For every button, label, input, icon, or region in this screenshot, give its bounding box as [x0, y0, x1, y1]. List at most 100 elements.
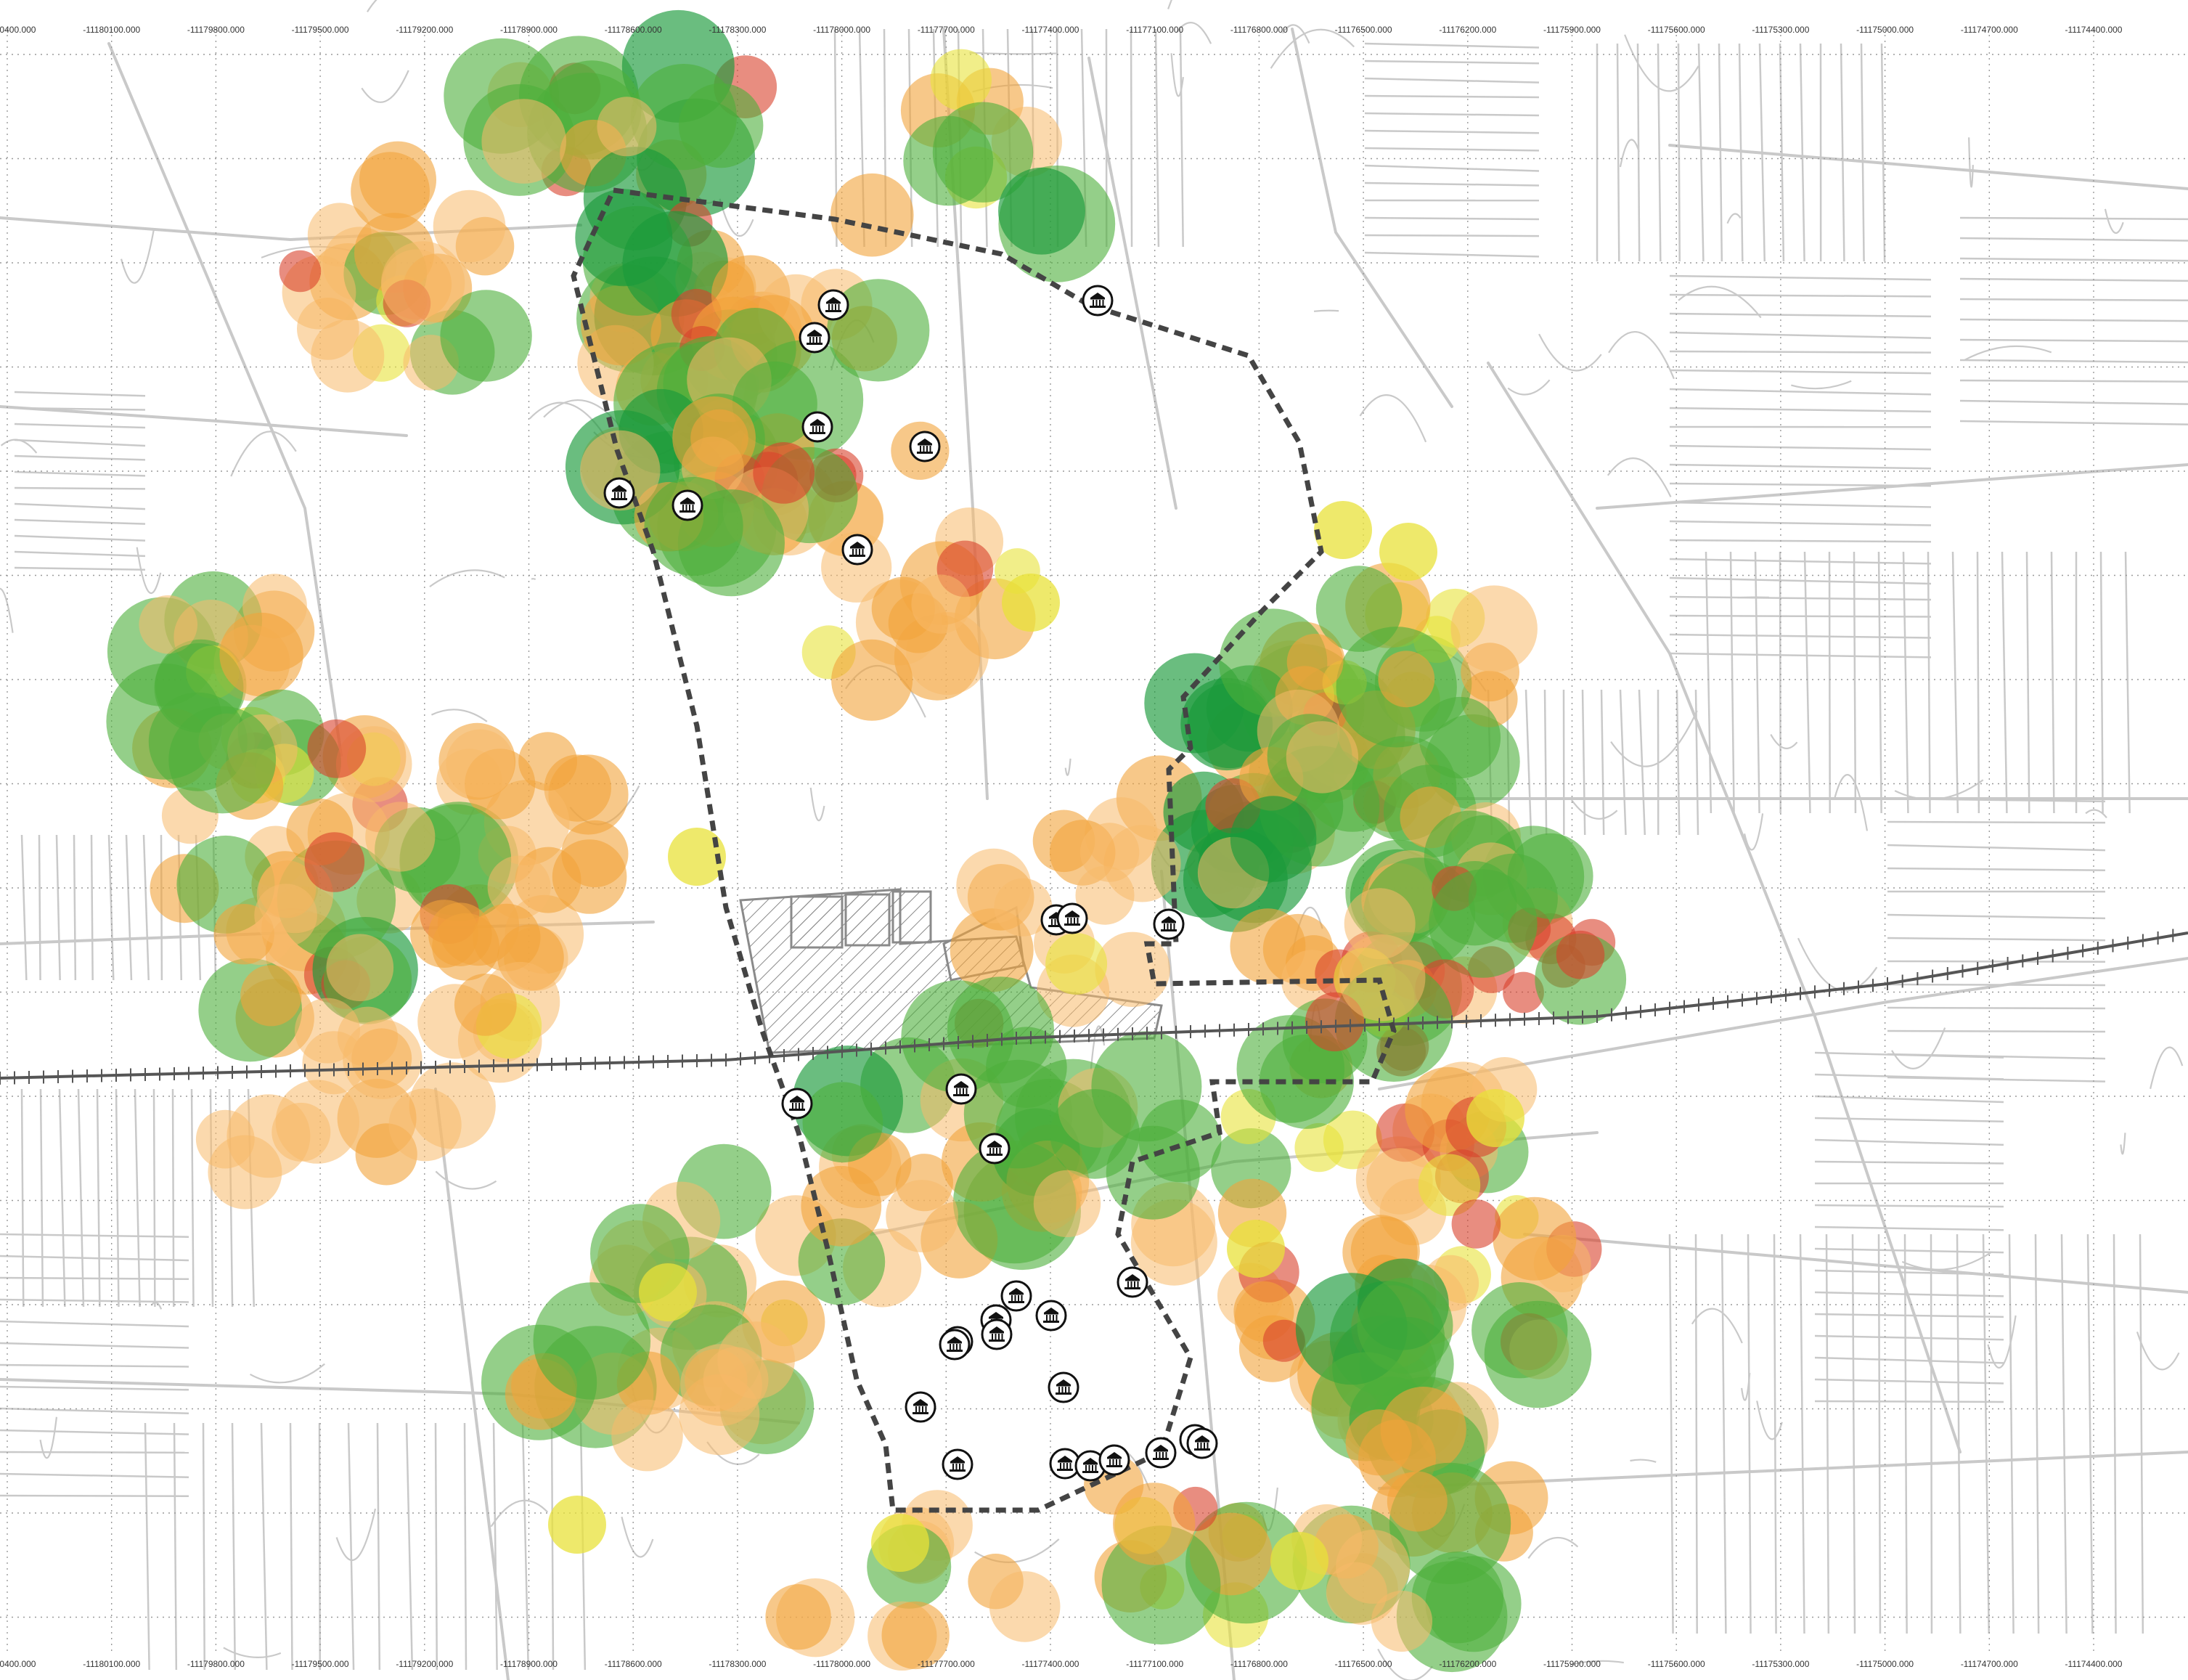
coordinate-label: -11180100.000 — [83, 25, 140, 35]
activity-dot — [326, 934, 394, 1001]
museum-icon — [1035, 1300, 1067, 1332]
activity-dot — [1095, 931, 1170, 1008]
activity-dot — [668, 828, 726, 886]
coordinate-label: -11179200.000 — [396, 25, 453, 35]
activity-dot — [903, 115, 994, 206]
activity-dot — [440, 290, 532, 382]
activity-dot — [1378, 651, 1435, 708]
museum-icon — [945, 1073, 977, 1105]
coordinate-label: -11175900.000 — [1543, 1659, 1601, 1669]
activity-dot — [1556, 930, 1605, 979]
museum-icon — [1082, 285, 1114, 317]
activity-dot — [454, 974, 517, 1036]
activity-dot — [1345, 1409, 1412, 1476]
activity-dot — [871, 1514, 929, 1572]
coordinate-label: -11179500.000 — [292, 1659, 349, 1669]
coordinate-label: -11176800.000 — [1230, 25, 1288, 35]
activity-dot — [1286, 721, 1359, 794]
museum-icon — [909, 431, 941, 462]
activity-dot — [518, 732, 577, 791]
activity-dot — [1230, 796, 1317, 882]
activity-dot — [1227, 1220, 1285, 1278]
coordinate-label: -11176800.000 — [1230, 1659, 1288, 1669]
activity-dot — [1079, 823, 1140, 882]
museum-icon — [817, 289, 849, 321]
coordinate-label: -11179500.000 — [292, 25, 349, 35]
activity-dot — [1075, 865, 1135, 925]
coordinate-label: -11175000.000 — [1856, 25, 1914, 35]
activity-dot — [580, 430, 661, 511]
activity-dot — [1484, 1300, 1592, 1408]
coordinate-label: -11177100.000 — [1126, 1659, 1183, 1669]
activity-dot — [168, 706, 277, 814]
museum-icon — [781, 1088, 813, 1120]
activity-dot — [1503, 971, 1544, 1014]
activity-heat-dots — [106, 9, 1627, 1673]
activity-dot — [473, 903, 541, 971]
coordinate-label: -11179800.000 — [187, 25, 245, 35]
coordinate-label: -11175600.000 — [1648, 25, 1705, 35]
museum-icon — [1153, 908, 1185, 940]
activity-dot — [753, 442, 815, 504]
activity-dot — [240, 965, 302, 1027]
coordinate-label: -11179800.000 — [187, 1659, 245, 1669]
activity-dot — [1033, 1170, 1101, 1238]
activity-dot — [481, 99, 566, 184]
activity-dot — [311, 319, 385, 393]
museum-icon — [979, 1133, 1011, 1165]
activity-dot — [307, 719, 367, 778]
museum-icon — [801, 411, 833, 443]
activity-dot — [1387, 1471, 1448, 1532]
coordinate-label: -11178600.000 — [605, 1659, 662, 1669]
activity-dot — [139, 595, 197, 654]
activity-dot — [989, 1571, 1061, 1642]
coordinate-label: -11180100.000 — [83, 1659, 140, 1669]
coordinate-label: -11177400.000 — [1022, 25, 1079, 35]
activity-dot — [821, 531, 892, 603]
activity-dot — [1411, 1551, 1504, 1644]
coordinate-label: -11177100.000 — [1126, 25, 1183, 35]
coordinate-label: -11178900.000 — [500, 1659, 558, 1669]
activity-dot — [1091, 1031, 1202, 1142]
activity-dot — [1262, 1319, 1305, 1362]
activity-dot — [1493, 1196, 1577, 1281]
activity-dot — [881, 1601, 950, 1670]
museum-icon — [1074, 1450, 1106, 1482]
activity-dot — [219, 612, 303, 697]
activity-dot — [994, 878, 1053, 937]
activity-dot — [1418, 1154, 1481, 1216]
coordinate-label: -11175000.000 — [1856, 1659, 1914, 1669]
activity-dot — [343, 1019, 423, 1099]
activity-dot — [365, 802, 436, 872]
activity-dot — [279, 250, 322, 293]
activity-dot — [679, 83, 764, 168]
museum-icon — [981, 1318, 1013, 1350]
activity-dot — [304, 832, 365, 892]
railway — [0, 929, 2188, 1085]
activity-dot — [1371, 1590, 1433, 1652]
activity-dot — [548, 1496, 606, 1554]
museum-icon — [1117, 1266, 1148, 1298]
activity-dot — [703, 1347, 769, 1413]
coordinate-label: -11180400.000 — [0, 1659, 36, 1669]
coordinate-label: -11174700.000 — [1961, 25, 2018, 35]
activity-dot — [801, 1165, 882, 1247]
museum-icon — [1145, 1437, 1177, 1469]
museum-icon — [905, 1391, 936, 1423]
coordinate-label: -11174700.000 — [1961, 1659, 2018, 1669]
coordinate-label: -11178000.000 — [813, 1659, 870, 1669]
activity-dot — [208, 1135, 282, 1210]
coordinate-label: -11179200.000 — [396, 1659, 453, 1669]
activity-dot — [953, 1140, 1077, 1264]
activity-dot — [1270, 1532, 1328, 1590]
study-area-boundary-line — [571, 187, 1397, 1513]
activity-dot — [911, 574, 971, 634]
coordinate-label: -11174400.000 — [2065, 1659, 2123, 1669]
activity-dot — [1002, 574, 1060, 632]
activity-dot — [433, 189, 506, 263]
museum-icon — [1000, 1280, 1032, 1312]
coordinate-label: -11178600.000 — [605, 25, 662, 35]
coordinate-label: -11178300.000 — [709, 25, 766, 35]
activity-dot — [1450, 585, 1538, 672]
activity-dot — [1339, 934, 1426, 1022]
